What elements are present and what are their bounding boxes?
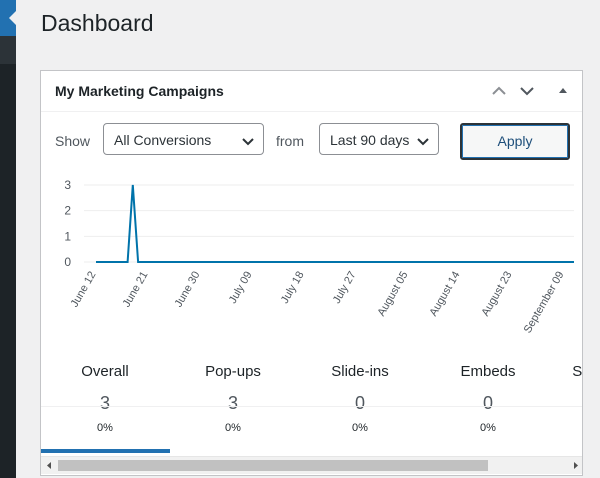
x-tick-label: June 30 <box>173 270 203 310</box>
widget-title: My Marketing Campaigns <box>55 83 224 99</box>
chevron-down-icon[interactable] <box>515 79 539 103</box>
series-line <box>96 184 574 263</box>
x-tick-label: June 12 <box>69 270 99 310</box>
y-tick-label: 1 <box>64 229 71 243</box>
conversions-line-chart: 0 1 2 3 June 12 June 21 June 30 July 09 July 18… <box>64 178 574 336</box>
widget-header: My Marketing Campaigns <box>41 71 582 112</box>
scroll-left-icon[interactable] <box>41 457 58 474</box>
y-tick-label: 0 <box>64 255 71 269</box>
date-range-value: Last 90 days <box>330 132 410 148</box>
stats-divider <box>41 406 582 407</box>
x-tick-label: June 21 <box>121 270 151 310</box>
admin-sidebar <box>0 0 16 478</box>
stat-percent: 0% <box>225 422 241 434</box>
stats-row: Overall 3 0% Pop-ups 3 0% Slide-ins 0 0% Embeds 0 0… <box>41 357 582 447</box>
stat-label: Pop-ups <box>205 363 261 380</box>
chevron-up-icon[interactable] <box>487 79 511 103</box>
x-tick-label: July 18 <box>279 270 307 306</box>
stat-percent: 0% <box>480 422 496 434</box>
stat-percent: 0% <box>352 422 368 434</box>
from-label: from <box>276 133 304 149</box>
y-tick-label: 3 <box>64 178 71 192</box>
x-tick-label: July 27 <box>331 270 359 306</box>
marketing-campaigns-widget: My Marketing Campaigns Show All Conversi… <box>40 70 583 476</box>
horizontal-scrollbar[interactable] <box>41 456 582 474</box>
y-tick-label: 2 <box>64 204 71 218</box>
triangle-up-icon[interactable] <box>551 79 575 103</box>
conversion-type-value: All Conversions <box>114 132 212 148</box>
stat-label: Overall <box>81 363 129 380</box>
apply-button[interactable]: Apply <box>460 123 570 160</box>
x-tick-label: August 23 <box>479 270 514 319</box>
stat-value: 3 <box>227 393 238 413</box>
stat-percent: 0% <box>97 422 113 434</box>
stat-value: 0 <box>354 393 365 413</box>
chevron-down-icon <box>241 134 255 150</box>
stat-value: 3 <box>99 393 110 413</box>
date-range-select[interactable]: Last 90 days <box>319 123 439 155</box>
stat-label: Embeds <box>460 363 516 380</box>
x-tick-label: July 09 <box>227 270 255 306</box>
x-tick-label: August 05 <box>375 270 410 319</box>
show-label: Show <box>55 133 91 149</box>
stat-label: Sc <box>572 363 583 380</box>
admin-menu-active-item[interactable] <box>0 0 16 36</box>
page-title: Dashboard <box>41 10 154 36</box>
x-tick-label: September 09 <box>522 270 567 336</box>
scroll-right-icon[interactable] <box>567 457 582 474</box>
scrollbar-thumb[interactable] <box>58 460 488 471</box>
chevron-down-icon <box>416 134 430 150</box>
stat-value: 0 <box>482 393 493 413</box>
active-tab-indicator <box>41 449 170 453</box>
filter-bar: Show All Conversions from Last 90 days A… <box>41 123 582 163</box>
conversion-type-select[interactable]: All Conversions <box>103 123 264 155</box>
stat-label: Slide-ins <box>331 363 389 380</box>
admin-menu-item[interactable] <box>0 36 16 64</box>
x-tick-label: August 14 <box>427 270 462 319</box>
